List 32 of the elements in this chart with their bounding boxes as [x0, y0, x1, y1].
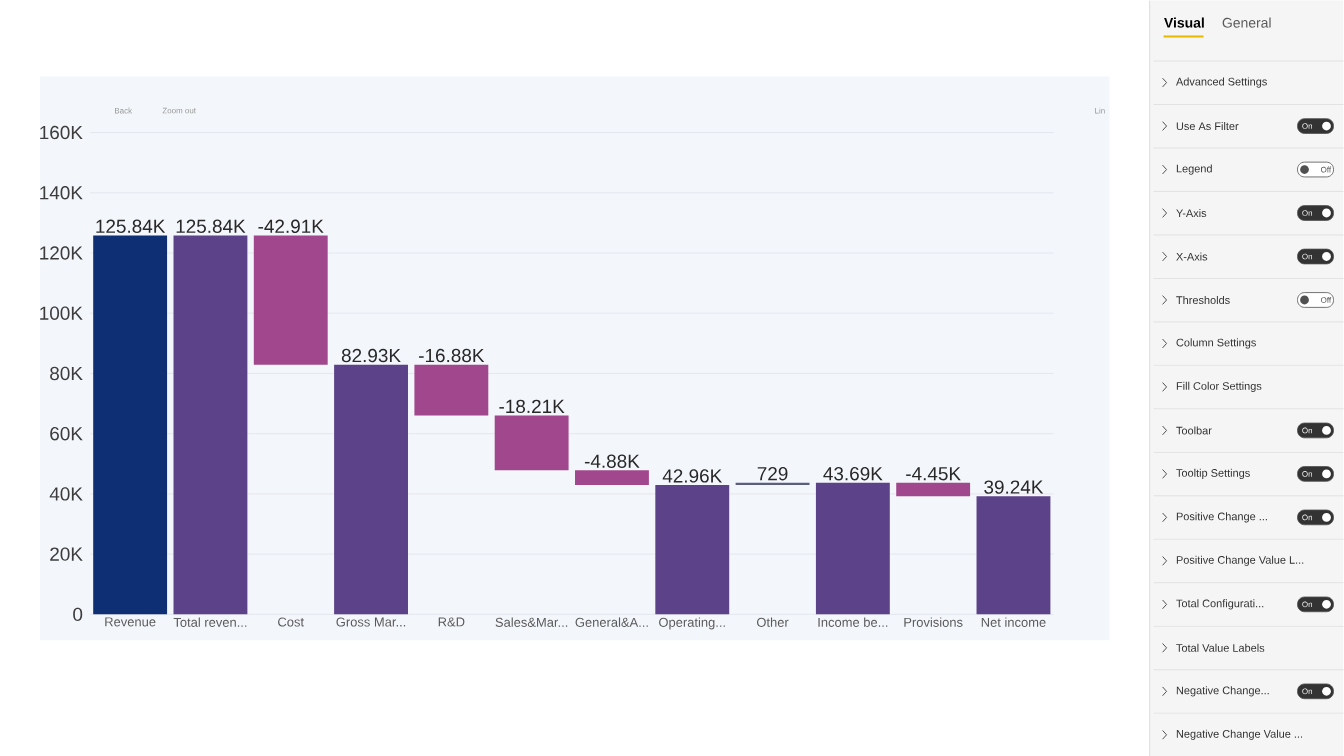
data-label: 42.96K	[662, 468, 723, 483]
data-label: 125.84K	[96, 219, 166, 233]
bar	[253, 234, 328, 365]
y-tick-label: 140K	[40, 185, 83, 200]
bar	[575, 469, 649, 485]
data-label: -4.88K	[584, 454, 640, 468]
bar	[494, 415, 569, 470]
y-tick-label: 0	[73, 607, 83, 621]
y-tick-label: 160K	[40, 125, 83, 139]
bar	[815, 482, 890, 614]
data-label: -4.45K	[906, 466, 961, 480]
y-tick-label: 80K	[50, 366, 83, 380]
data-label: -16.88K	[419, 348, 485, 362]
y-tick-label: 20K	[50, 547, 83, 561]
data-label: -42.91K	[258, 219, 324, 233]
data-label: 729	[757, 466, 788, 480]
data-label: 43.69K	[823, 466, 883, 480]
y-tick-label: 40K	[49, 486, 83, 501]
bar	[655, 484, 730, 614]
data-label: 125.84K	[176, 219, 246, 233]
bar	[93, 234, 168, 614]
y-tick-label: 60K	[50, 426, 83, 440]
y-tick-label: 100K	[40, 306, 83, 320]
bar	[896, 482, 971, 496]
y-tick-label: 120K	[40, 245, 83, 260]
bar	[173, 234, 248, 614]
data-label: -18.21K	[499, 399, 565, 413]
bar	[976, 495, 1051, 614]
data-label: 82.93K	[341, 348, 401, 362]
bar	[414, 364, 489, 416]
bar	[334, 364, 408, 614]
data-label: 39.24K	[984, 479, 1044, 494]
